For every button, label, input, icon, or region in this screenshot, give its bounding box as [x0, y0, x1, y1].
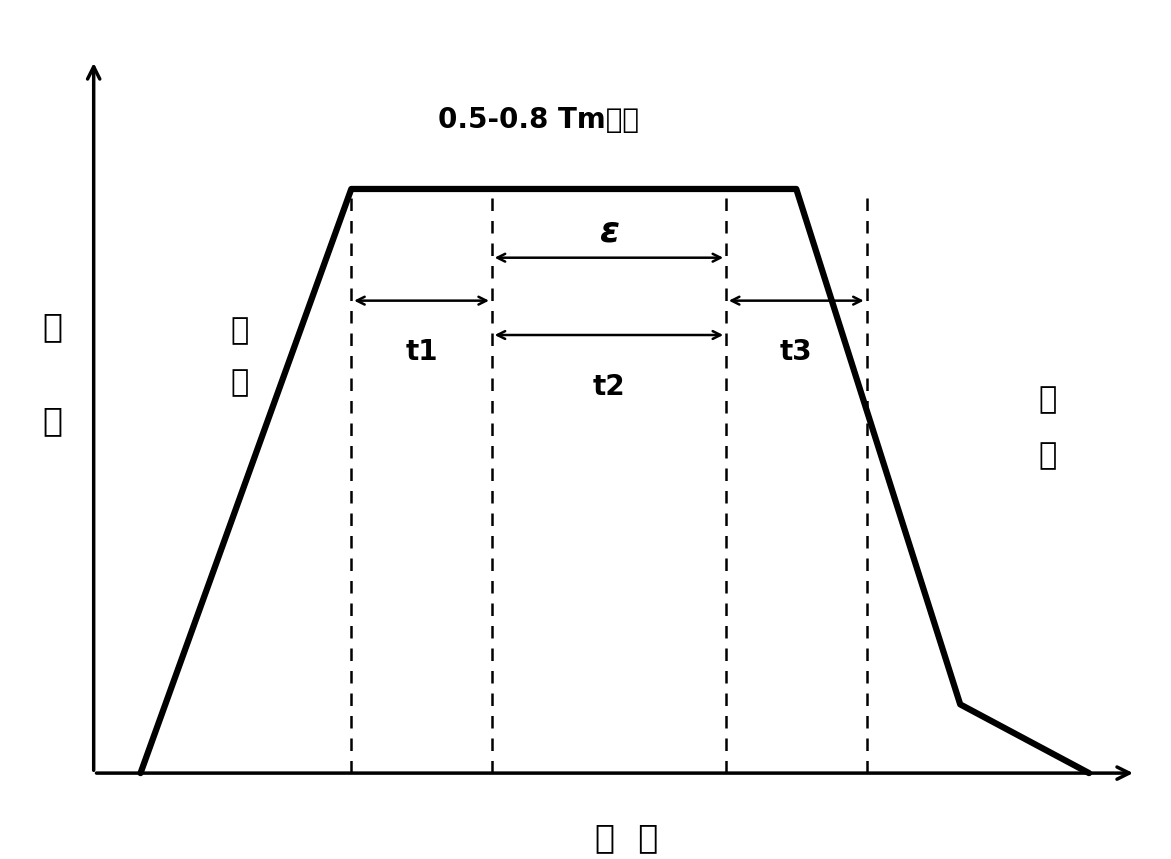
- Text: 度: 度: [42, 405, 63, 437]
- Text: 时  间: 时 间: [595, 821, 658, 854]
- Text: t3: t3: [780, 338, 813, 366]
- Text: t2: t2: [593, 373, 625, 400]
- Text: 升: 升: [231, 316, 249, 345]
- Text: 温: 温: [42, 310, 63, 343]
- Text: ε: ε: [598, 215, 619, 249]
- Text: 0.5-0.8 Tm保温: 0.5-0.8 Tm保温: [438, 107, 639, 134]
- Text: 温: 温: [231, 368, 249, 397]
- Text: t1: t1: [405, 338, 438, 366]
- Text: 温: 温: [1039, 441, 1057, 470]
- Text: 降: 降: [1039, 385, 1057, 414]
